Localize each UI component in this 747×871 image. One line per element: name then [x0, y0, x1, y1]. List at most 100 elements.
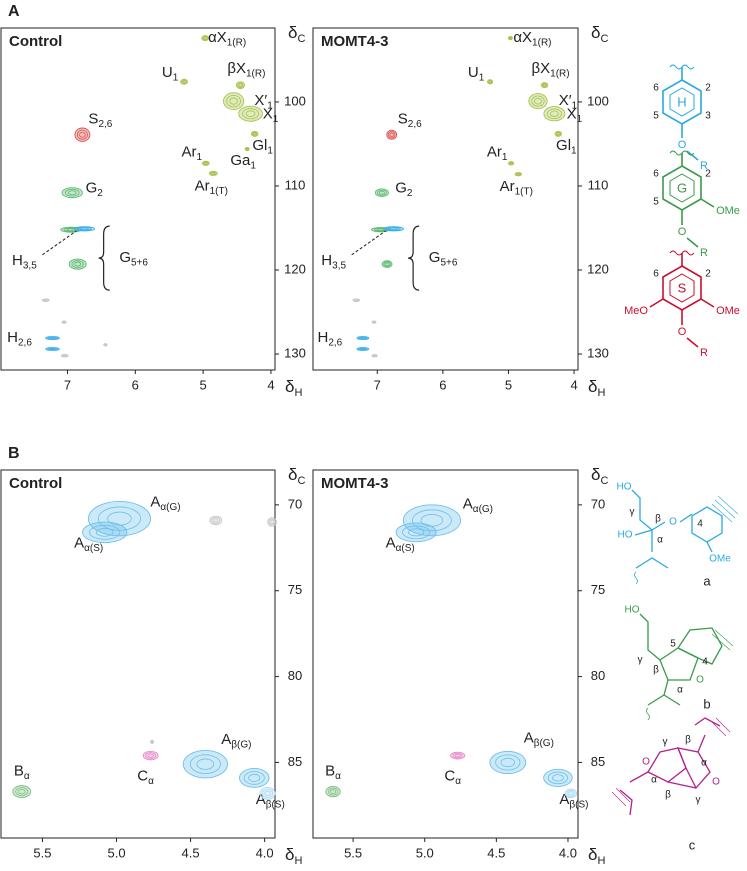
y-axis-title: δC — [591, 23, 608, 45]
contour-ring — [196, 758, 215, 770]
contour-ring — [531, 95, 545, 107]
plot-frame — [0, 27, 276, 371]
y-tick-label: 70 — [288, 496, 302, 511]
peak-label-main: A — [150, 494, 160, 511]
peak-label-main: Ar — [195, 177, 210, 194]
contour-ring — [74, 261, 82, 267]
peak-label-sub: 2,6 — [18, 337, 32, 348]
panel-letter-main: B — [8, 445, 20, 462]
position-label: 4 — [702, 657, 708, 668]
contour-ring — [541, 83, 548, 88]
contour-ring — [509, 37, 512, 40]
x-axis-title-sub: H — [294, 387, 302, 399]
panel-title-main: MOMT4-3 — [321, 33, 389, 50]
peak-label-sub: 1 — [197, 151, 203, 162]
peak-label: G2 — [86, 180, 104, 199]
contour-ring — [268, 518, 276, 526]
structure-h — [662, 64, 702, 161]
peak-label-sub: 2,6 — [98, 119, 112, 130]
peak-label-main: A — [221, 731, 231, 748]
position-label: γ — [696, 795, 701, 806]
ring-label: S — [678, 280, 687, 295]
contour-ring — [408, 528, 425, 537]
peak-label-sub: 2 — [97, 188, 103, 199]
plot-frame — [312, 27, 579, 371]
contour-ring — [237, 82, 244, 88]
peak-label-main: H — [317, 329, 328, 346]
atom-label: O — [669, 517, 677, 528]
peak-label-sub: β(S) — [569, 799, 588, 810]
y-tick-label: 130 — [284, 345, 306, 360]
contour-ring — [245, 110, 256, 117]
peak-label: S2,6 — [88, 111, 112, 130]
contour-ring — [226, 94, 241, 108]
position-label: 5 — [670, 639, 676, 650]
peak-label: Ga1 — [230, 152, 256, 171]
contour-ring — [49, 348, 56, 350]
contour-ring — [546, 108, 562, 119]
peak-label-main: X′ — [559, 92, 572, 109]
contour-ring — [252, 132, 257, 136]
peak-label-sub: 1 — [267, 100, 273, 111]
contour-ring — [89, 524, 121, 540]
contour-ring — [378, 190, 385, 195]
structure-b-labels: HO γ β 5 4 α O b — [625, 605, 711, 712]
brace — [98, 225, 110, 291]
contour-ring — [555, 131, 561, 136]
peak-label: Aβ(S) — [256, 791, 285, 810]
structure-id: a — [703, 573, 711, 588]
atom-label: O — [678, 326, 687, 338]
contour-ring — [17, 788, 26, 795]
peak-label-main: A — [559, 791, 569, 808]
contour-ring — [150, 740, 154, 744]
peak-label: G5+6 — [119, 249, 148, 268]
structure-c — [611, 717, 731, 816]
contour-ring — [71, 260, 84, 268]
x-tick-label: 5 — [505, 377, 512, 392]
contour-ring — [80, 227, 89, 231]
contour-ring — [487, 79, 493, 84]
peak-label-main: Ga — [230, 152, 251, 169]
contour-ring — [203, 36, 207, 40]
y-axis-title-sub: C — [600, 475, 608, 487]
peak-label-main: H — [321, 252, 332, 269]
peak-label: X′1 — [559, 92, 578, 111]
y-tick-label: 80 — [591, 668, 605, 683]
panel-letter: B — [8, 445, 20, 462]
peak-label: G5+6 — [429, 249, 458, 268]
plot-frame — [312, 469, 579, 839]
plot-frame — [0, 469, 276, 839]
peak-label-sub: α — [335, 771, 341, 782]
contour-ring — [67, 190, 77, 196]
y-tick-label: 85 — [591, 754, 605, 769]
position-label: β — [655, 514, 661, 525]
contour-ring — [372, 321, 376, 323]
position-label: 5 — [653, 111, 659, 122]
peak-label: Cα — [137, 768, 154, 787]
contour-ring — [488, 80, 492, 83]
y-tick-label: 75 — [591, 582, 605, 597]
contour-ring — [246, 147, 249, 151]
peak-label-main: αX — [208, 29, 227, 46]
contour-ring — [373, 227, 388, 232]
atom-label: O — [696, 675, 704, 686]
panel-title-main: Control — [9, 475, 62, 492]
peak-label: Ar1(T) — [500, 178, 533, 197]
position-label: 6 — [653, 83, 659, 94]
peak-label-main: B — [325, 763, 335, 780]
contour-ring — [151, 740, 154, 743]
peak-label-sub: 1 — [502, 151, 508, 162]
peak-label: Aα(G) — [463, 495, 493, 514]
peak-label-sub: α(S) — [396, 542, 415, 553]
y-axis-title-main: δ — [591, 23, 600, 42]
leader-line — [42, 230, 77, 256]
peak-label-main: A — [386, 534, 396, 551]
contour-ring — [568, 791, 574, 796]
contour-ring — [387, 131, 396, 139]
peak-label-sub: 1(T) — [210, 186, 228, 197]
x-axis-title-main: δ — [285, 845, 294, 864]
contour-ring — [202, 35, 208, 41]
x-tick-label: 5.5 — [344, 845, 362, 860]
peak-label-sub: 3,5 — [332, 260, 346, 271]
